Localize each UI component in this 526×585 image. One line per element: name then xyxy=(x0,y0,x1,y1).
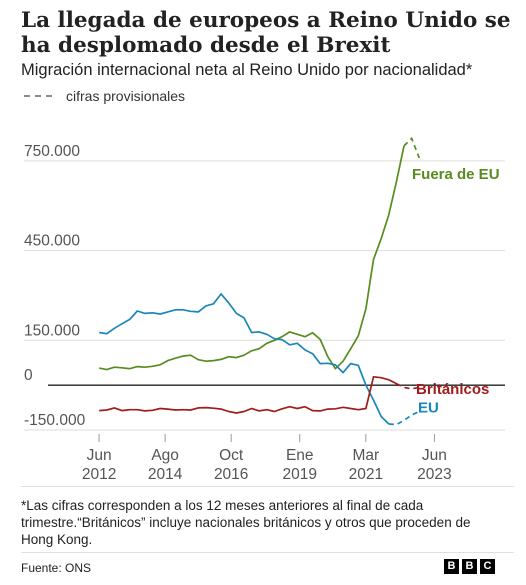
y-tick-label: 450.000 xyxy=(24,233,80,250)
y-tick-label: 150.000 xyxy=(24,322,80,339)
x-tick-label: Ene xyxy=(286,447,314,464)
series-label-eu: EU xyxy=(418,400,439,417)
series-line-british xyxy=(99,375,397,414)
x-tick-label: 2012 xyxy=(82,466,116,480)
divider xyxy=(21,552,514,553)
x-tick-label: Mar xyxy=(352,447,379,464)
y-tick-label: -150.000 xyxy=(24,412,86,429)
series-line-non_eu xyxy=(99,145,405,371)
divider xyxy=(21,486,514,487)
y-tick-label: 0 xyxy=(24,367,33,384)
bbc-logo-letter: B xyxy=(444,559,459,574)
source-text: Fuente: ONS xyxy=(21,561,92,575)
bbc-logo-letter: B xyxy=(462,559,477,574)
x-tick-label: Jun xyxy=(422,447,447,464)
legend: cifras provisionales xyxy=(24,86,185,106)
x-tick-label: Oct xyxy=(219,447,244,464)
line-chart: 750.000 450.000 150.000 0 -150.000 Jun 2012 Ago… xyxy=(24,136,505,480)
series-label-british: Británicos xyxy=(416,381,489,398)
provisional-dash-icon xyxy=(24,95,56,97)
series-provisional-eu xyxy=(388,410,420,426)
legend-provisional-label: cifras provisionales xyxy=(66,88,186,104)
bbc-logo-letter: C xyxy=(480,559,495,574)
series-label-non_eu: Fuera de EU xyxy=(412,166,500,183)
footnote: *Las cifras corresponden a los 12 meses … xyxy=(21,498,471,547)
x-tick-label: 2021 xyxy=(349,466,383,480)
x-tick-label: 2016 xyxy=(214,466,248,480)
x-tick-label: Ago xyxy=(151,447,179,464)
chart-subtitle: Migración internacional neta al Reino Un… xyxy=(21,61,473,79)
y-tick-label: 750.000 xyxy=(24,143,80,160)
x-tick-label: 2014 xyxy=(148,466,183,480)
x-tick-label: Jun xyxy=(87,447,112,464)
series-provisional-non_eu xyxy=(403,136,421,159)
x-tick-label: 2019 xyxy=(283,466,317,480)
bbc-logo: B B C xyxy=(444,559,495,574)
chart-title: La llegada de europeos a Reino Unido se … xyxy=(21,8,511,58)
x-tick-label: 2023 xyxy=(417,466,451,480)
series-provisional-british xyxy=(396,382,420,390)
series-line-eu xyxy=(99,293,390,425)
